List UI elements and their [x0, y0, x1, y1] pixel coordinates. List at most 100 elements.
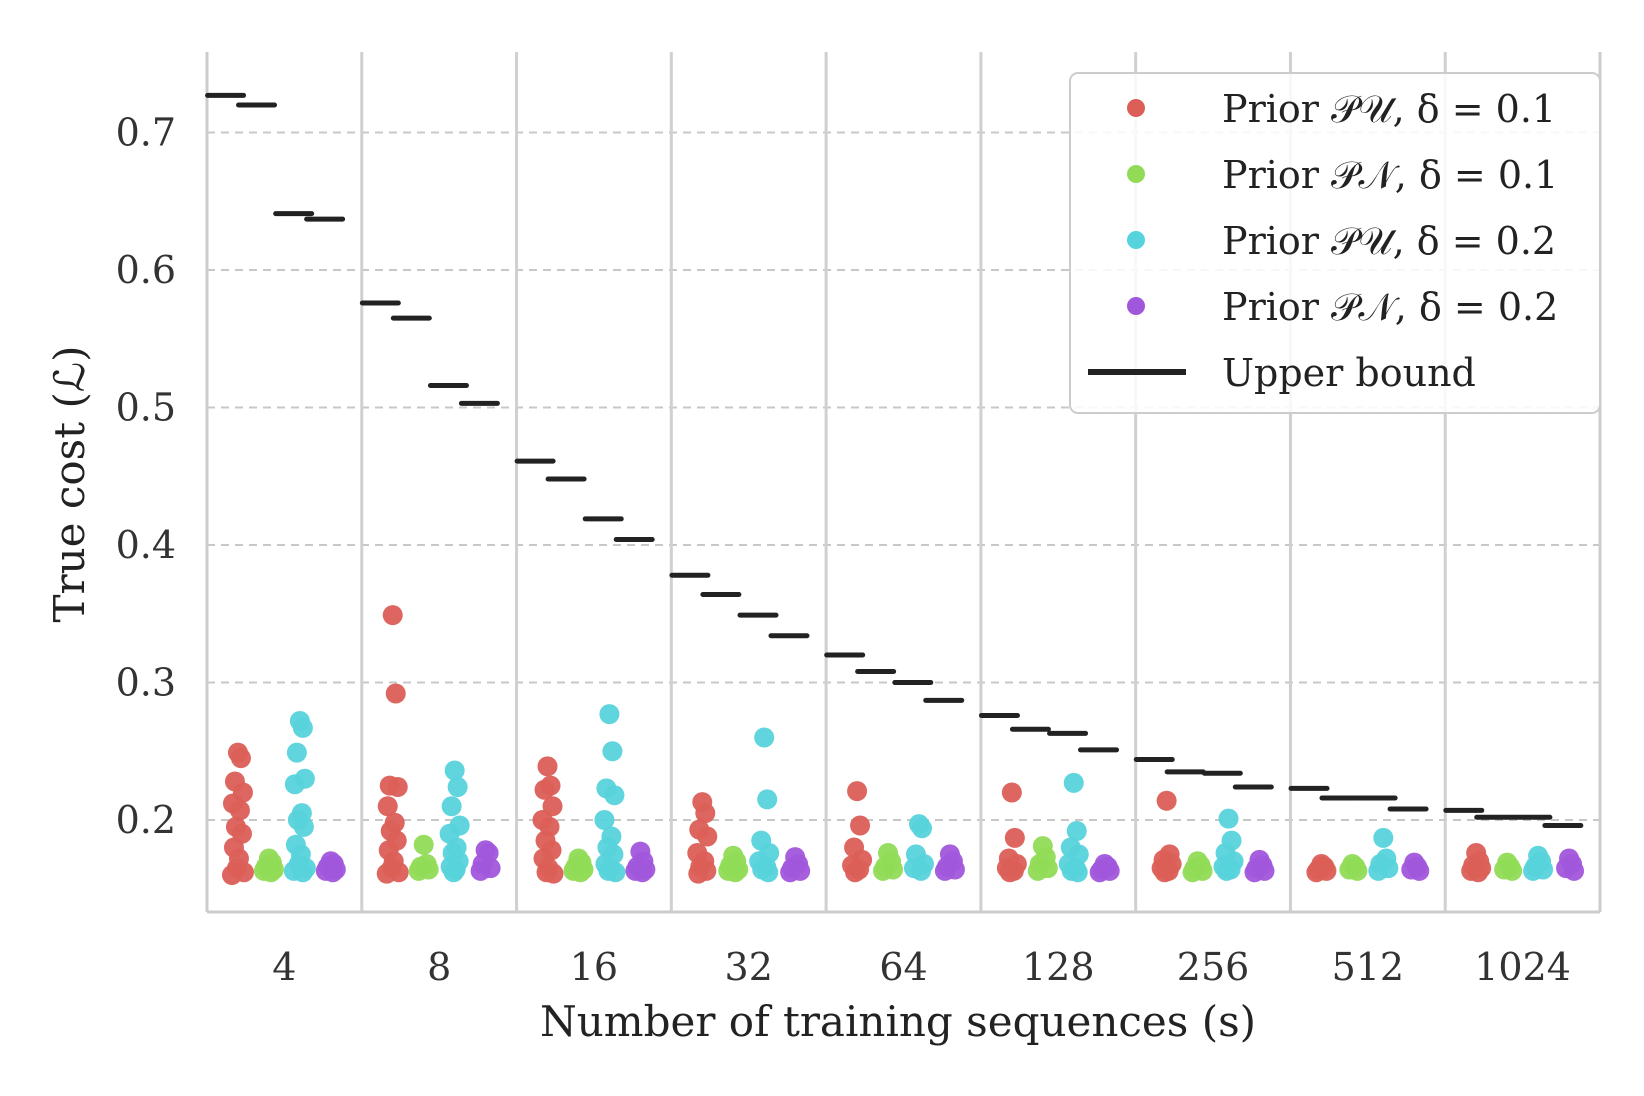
data-point — [385, 683, 406, 704]
data-point — [847, 781, 868, 802]
data-point — [444, 760, 465, 781]
data-point — [293, 816, 314, 837]
data-point — [688, 863, 709, 884]
data-point — [695, 803, 716, 824]
data-point — [911, 818, 932, 839]
data-point — [229, 800, 250, 821]
data-point — [910, 860, 931, 881]
data-point — [1468, 862, 1489, 883]
x-tick-label: 32 — [725, 945, 773, 989]
data-point — [413, 834, 434, 855]
x-tick-label: 512 — [1332, 945, 1405, 989]
y-tick-label: 0.2 — [116, 798, 176, 842]
data-point — [441, 796, 462, 817]
data-point — [697, 826, 718, 847]
data-point — [377, 796, 398, 817]
x-tick-label: 64 — [879, 945, 927, 989]
data-point — [543, 863, 564, 884]
legend-label-pn-02: Prior 𝒫𝒩, δ = 0.2 — [1222, 285, 1558, 329]
legend-marker-pu-02 — [1127, 231, 1145, 249]
data-point — [604, 785, 625, 806]
data-point — [1564, 860, 1585, 881]
y-tick-label: 0.6 — [116, 248, 176, 292]
y-tick-label: 0.5 — [116, 386, 176, 430]
data-point — [542, 796, 563, 817]
data-point — [292, 862, 313, 883]
y-tick-label: 0.7 — [116, 111, 176, 155]
data-point — [1027, 860, 1048, 881]
data-point — [443, 862, 464, 883]
data-point — [1004, 827, 1025, 848]
upper-bound-layer — [205, 92, 1584, 828]
legend: Prior 𝒫𝒰, δ = 0.1 Prior 𝒫𝒩, δ = 0.1 Prio… — [1069, 72, 1601, 414]
data-point — [873, 860, 894, 881]
data-point — [1409, 860, 1430, 881]
data-point — [1306, 862, 1327, 883]
data-point — [1156, 790, 1177, 811]
x-tick-label: 128 — [1022, 945, 1095, 989]
data-point — [286, 742, 307, 763]
y-tick-label: 0.3 — [116, 661, 176, 705]
points-layer — [221, 605, 1585, 885]
legend-box — [1069, 72, 1601, 414]
data-point — [725, 862, 746, 883]
data-point — [1244, 862, 1265, 883]
data-point — [1523, 860, 1544, 881]
data-point — [780, 862, 801, 883]
data-point — [594, 810, 615, 830]
data-point — [382, 605, 403, 626]
data-point — [850, 815, 871, 836]
y-tick-label: 0.4 — [116, 523, 176, 567]
x-tick-label: 256 — [1177, 945, 1250, 989]
tick-layer: 0.2 0.3 0.4 0.5 0.6 0.7 4 8 16 32 64 128 256 512 1024 — [116, 111, 1571, 990]
data-point — [758, 862, 779, 883]
x-tick-label: 8 — [427, 945, 451, 989]
data-point — [1063, 772, 1084, 793]
data-point — [221, 865, 242, 885]
data-point — [999, 862, 1020, 883]
data-point — [387, 777, 408, 797]
data-point — [322, 862, 343, 883]
data-point — [284, 774, 305, 795]
legend-label-upper-bound: Upper bound — [1222, 351, 1476, 395]
data-point — [447, 777, 468, 797]
data-point — [1502, 860, 1523, 881]
data-point — [605, 862, 626, 883]
data-point — [408, 860, 429, 881]
data-point — [470, 860, 491, 881]
x-axis-title: Number of training sequences (s) — [540, 997, 1256, 1046]
y-axis-title: True cost (ℒ) — [45, 346, 94, 623]
legend-marker-pn-02 — [1127, 297, 1145, 315]
data-point — [1347, 860, 1368, 881]
data-point — [376, 863, 397, 884]
legend-label-pn-01: Prior 𝒫𝒩, δ = 0.1 — [1222, 153, 1558, 197]
data-point — [1001, 782, 1022, 803]
legend-label-pu-02: Prior 𝒫𝒰, δ = 0.2 — [1222, 219, 1556, 263]
x-tick-label: 16 — [570, 945, 618, 989]
data-point — [230, 748, 251, 769]
data-point — [570, 862, 591, 883]
data-point — [845, 862, 866, 883]
legend-label-pu-01: Prior 𝒫𝒰, δ = 0.1 — [1222, 87, 1556, 131]
data-point — [1089, 862, 1110, 883]
data-point — [934, 860, 955, 881]
data-point — [292, 717, 313, 738]
data-point — [602, 741, 623, 762]
data-point — [1182, 862, 1203, 883]
data-point — [1154, 862, 1175, 883]
data-point — [1216, 860, 1237, 881]
data-point — [1067, 862, 1088, 883]
x-tick-label: 4 — [272, 945, 296, 989]
x-tick-label: 1024 — [1474, 945, 1571, 989]
data-point — [537, 756, 558, 777]
data-point — [260, 862, 281, 883]
data-point — [1368, 860, 1389, 881]
data-point — [632, 862, 653, 883]
data-point — [1066, 821, 1087, 841]
legend-marker-pu-01 — [1127, 99, 1145, 117]
data-point — [757, 789, 778, 810]
data-point — [599, 704, 620, 725]
data-point — [754, 727, 775, 748]
data-point — [1218, 808, 1239, 829]
